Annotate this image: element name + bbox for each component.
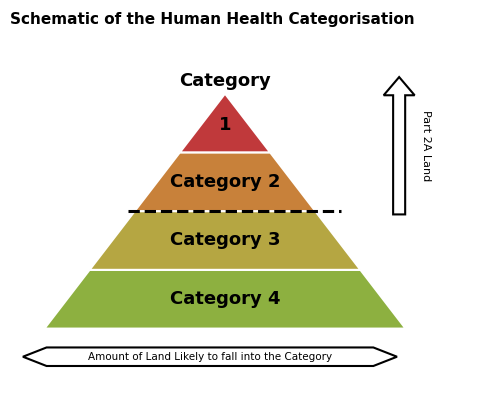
Text: Category: Category xyxy=(179,72,271,90)
Text: Part 2A Land: Part 2A Land xyxy=(421,110,431,181)
Text: Schematic of the Human Health Categorisation: Schematic of the Human Health Categorisa… xyxy=(10,12,414,27)
Text: Amount of Land Likely to fall into the Category: Amount of Land Likely to fall into the C… xyxy=(88,352,332,362)
Text: 1: 1 xyxy=(219,116,231,134)
Text: Category 4: Category 4 xyxy=(170,290,280,308)
Polygon shape xyxy=(384,77,414,214)
Polygon shape xyxy=(90,211,360,270)
Text: Category 3: Category 3 xyxy=(170,232,280,249)
Polygon shape xyxy=(134,152,316,211)
Polygon shape xyxy=(23,348,397,366)
Text: Category 2: Category 2 xyxy=(170,173,280,191)
Polygon shape xyxy=(180,94,270,152)
Polygon shape xyxy=(44,270,406,329)
